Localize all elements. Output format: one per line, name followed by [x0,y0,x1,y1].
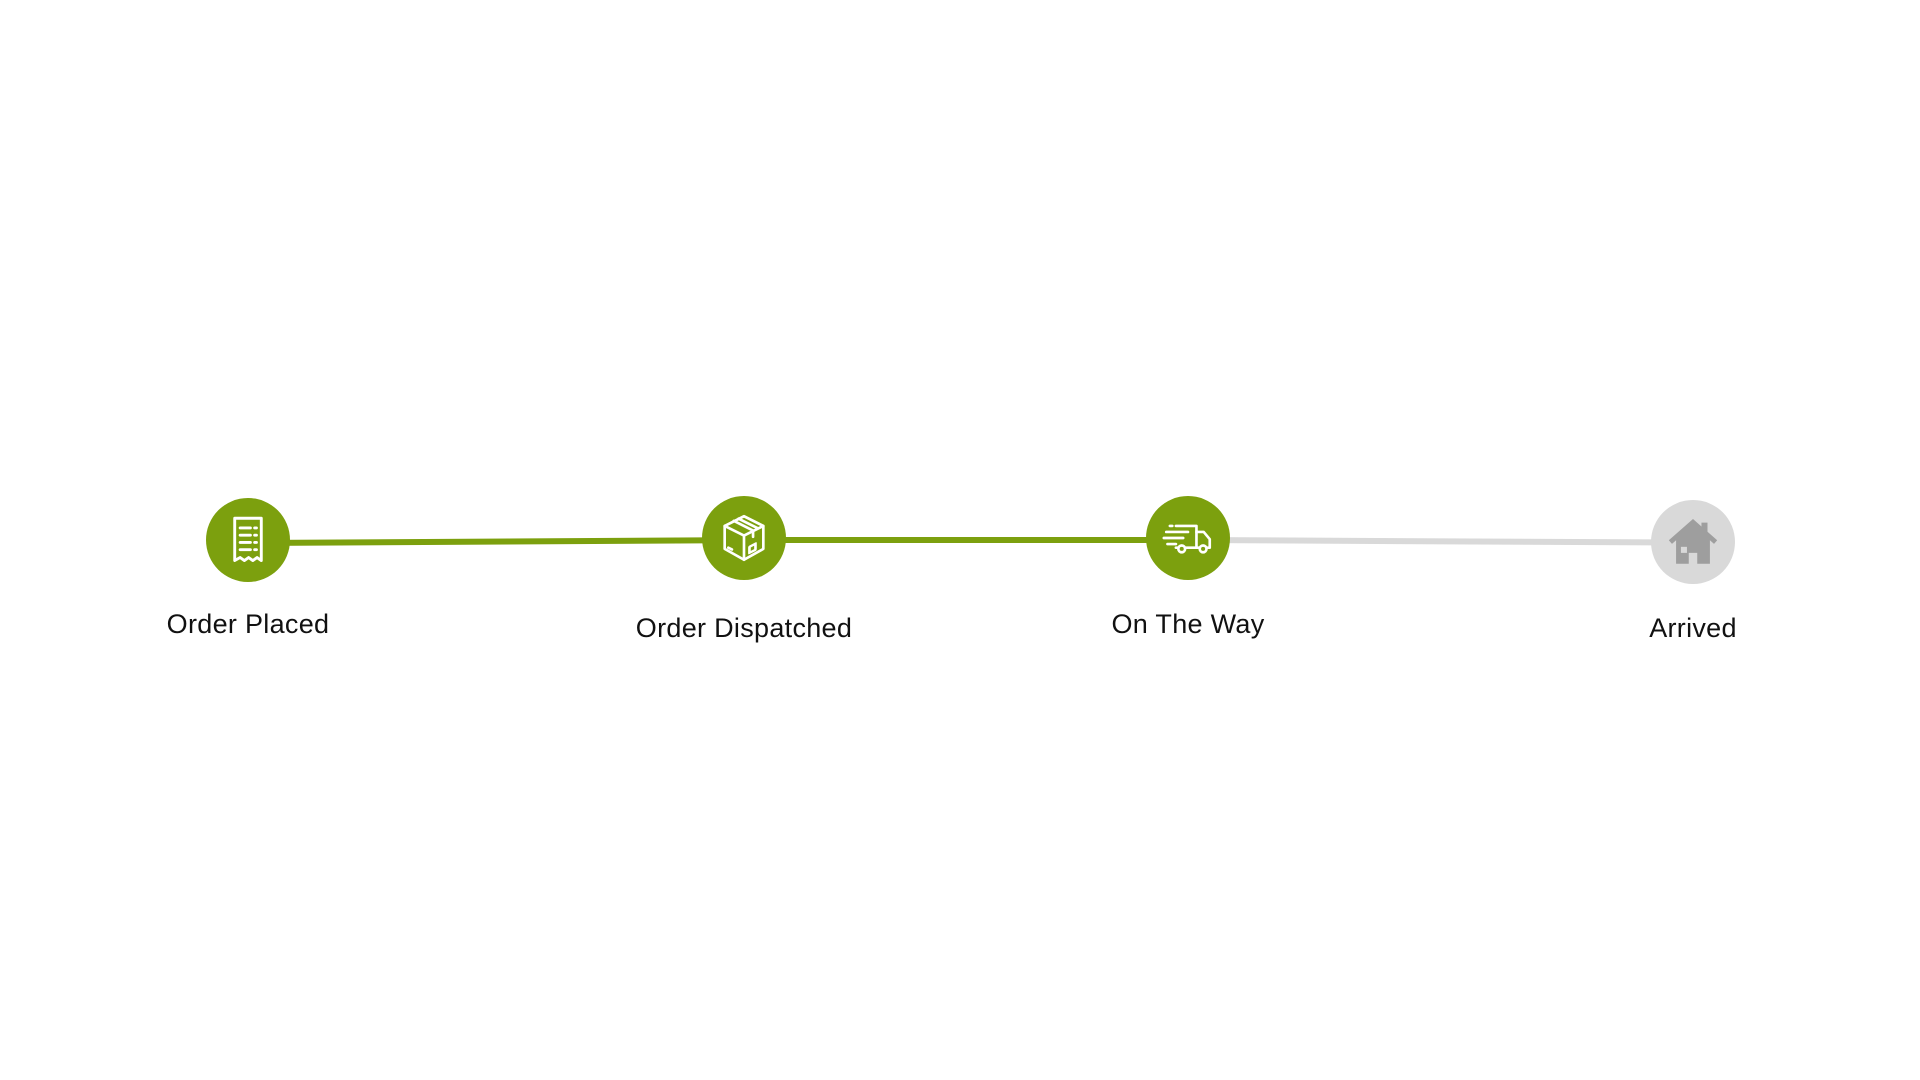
step-order-placed-label: Order Placed [166,609,330,639]
receipt-icon [219,511,277,569]
step-arrived-label: Arrived [1649,613,1737,643]
step-on-the-way-circle [1146,496,1230,580]
step-on-the-way-label: On The Way [1111,609,1265,639]
step-order-placed-circle [206,498,290,582]
step-arrived-circle [1651,500,1735,584]
house-icon [1664,513,1722,571]
connector-dispatched-to-on-the-way [744,537,1188,543]
package-box-icon [715,509,773,567]
connector-on-the-way-to-arrived [1187,537,1694,546]
step-order-dispatched-label: Order Dispatched [635,613,853,643]
connector-placed-to-dispatched [247,537,745,546]
step-order-dispatched-circle [702,496,786,580]
delivery-truck-icon [1159,509,1217,567]
